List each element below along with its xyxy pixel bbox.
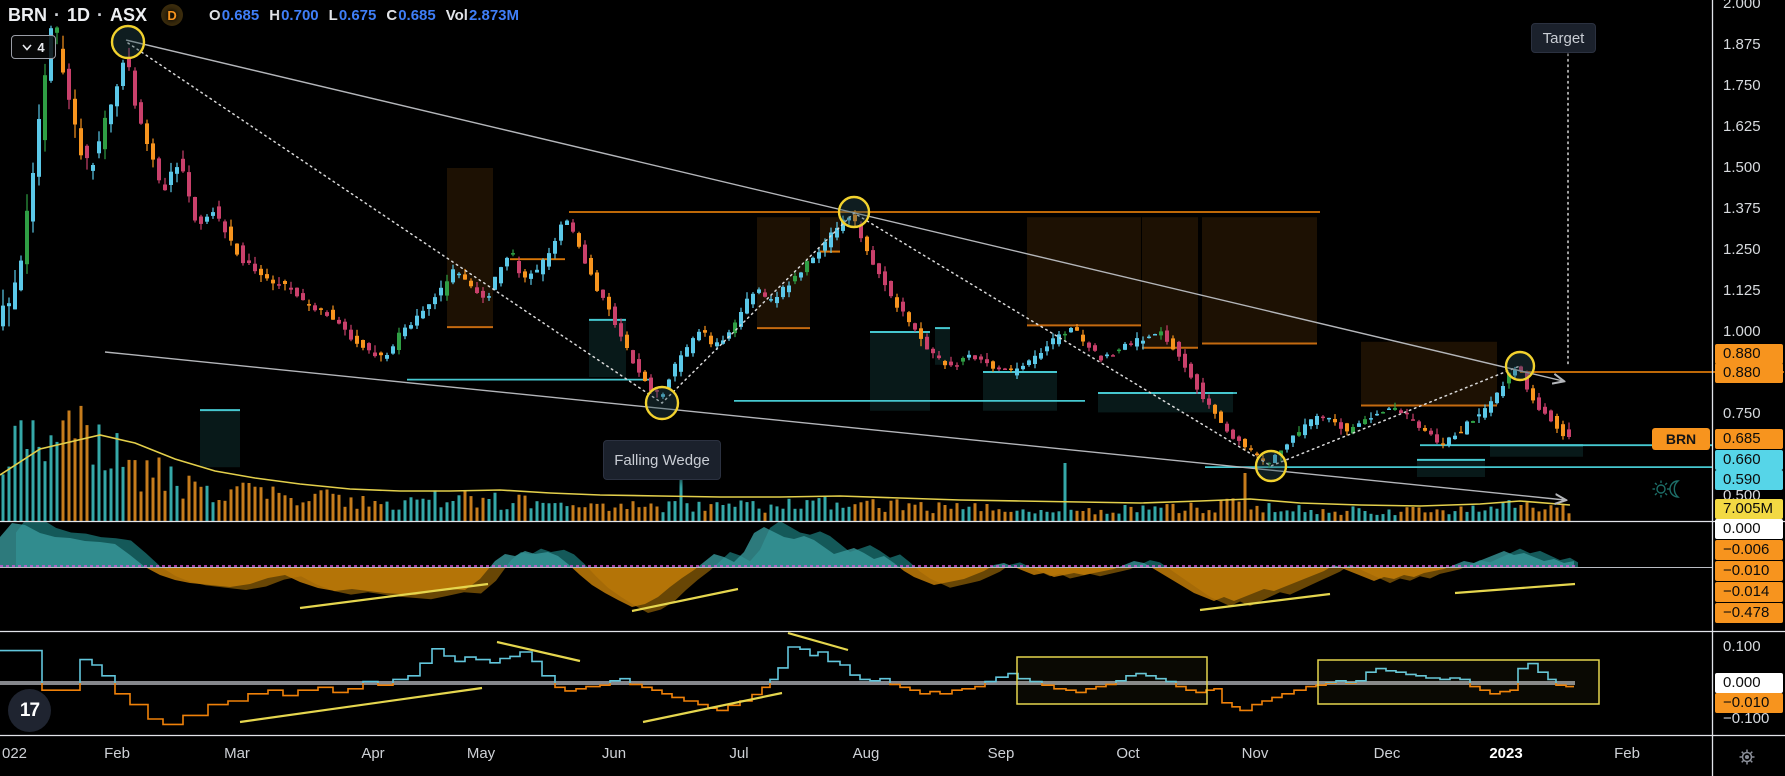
time-axis-label: Aug — [852, 745, 880, 762]
price-level-label: 0.880 — [1715, 363, 1783, 383]
price-tick-label: 1.375 — [1723, 200, 1761, 217]
time-axis-label: Nov — [1241, 745, 1269, 762]
time-axis-label: Feb — [1614, 745, 1640, 762]
time-axis-label: Dec — [1373, 745, 1401, 762]
exchange-label[interactable]: ASX — [110, 4, 148, 25]
price-tick-label: 0.750 — [1723, 405, 1761, 422]
chevron-down-icon — [22, 43, 32, 51]
target-label[interactable]: Target — [1531, 23, 1596, 53]
price-level-label: −0.006 — [1715, 540, 1783, 560]
demand-zones — [200, 318, 1583, 477]
time-axis-label: Jun — [601, 745, 627, 762]
price-level-label: 0.000 — [1715, 519, 1783, 539]
osc-tick-label: −0.100 — [1723, 710, 1770, 727]
volume-ma-line — [0, 434, 1571, 507]
low-label: L — [328, 6, 338, 24]
price-tick-label: 1.875 — [1723, 36, 1761, 53]
price-tick-label: 2.000 — [1723, 0, 1761, 12]
gear-icon[interactable] — [1739, 749, 1755, 765]
macd-yellow-trendline[interactable] — [1199, 592, 1331, 612]
high-label: H — [269, 6, 281, 24]
volume-value: 2.873M — [468, 6, 520, 24]
price-tick-label: 1.000 — [1723, 323, 1761, 340]
price-level-label: 7.005M — [1715, 499, 1783, 519]
falling-wedge-label[interactable]: Falling Wedge — [603, 440, 721, 480]
time-axis-label: May — [466, 745, 496, 762]
falling-wedge-text: Falling Wedge — [614, 451, 710, 469]
macd-areas — [0, 522, 1578, 613]
time-axis-label: 2023 — [1489, 745, 1523, 762]
macd-yellow-trendline[interactable] — [1454, 582, 1576, 595]
time-axis-label: Jul — [729, 745, 749, 762]
macd-yellow-trendline[interactable] — [631, 587, 739, 613]
price-level-label: −0.010 — [1715, 693, 1783, 713]
price-level-label: 0.880 — [1715, 344, 1783, 364]
price-tick-label: 1.625 — [1723, 118, 1761, 135]
close-value: 0.685 — [398, 6, 436, 24]
time-axis[interactable]: 022 Feb Mar Apr May Jun Jul Aug Sep Oct Nov Dec 2023… — [0, 736, 1713, 776]
osc-yellow-trendline[interactable] — [239, 686, 483, 724]
time-axis-label: Mar — [224, 745, 250, 762]
highlight-circle[interactable] — [1504, 350, 1536, 382]
timeframe-label[interactable]: 1D — [67, 4, 91, 25]
osc-yellow-trendline[interactable] — [642, 691, 783, 724]
price-level-label: −0.478 — [1715, 603, 1783, 623]
wedge-trendline[interactable] — [104, 351, 1565, 500]
open-value: 0.685 — [221, 6, 260, 24]
time-axis-label: 022 — [2, 745, 28, 762]
highlight-circle[interactable] — [644, 385, 680, 421]
time-axis-label: Apr — [361, 745, 385, 762]
symbol-name[interactable]: BRN — [8, 4, 47, 25]
price-level-label: 0.660 — [1715, 450, 1783, 470]
osc-tick-label: 0.100 — [1723, 638, 1761, 655]
highlight-circle[interactable] — [837, 195, 871, 229]
open-label: O — [209, 6, 221, 24]
wedge-trendline[interactable] — [125, 39, 1563, 381]
price-level-label: −0.014 — [1715, 582, 1783, 602]
object-count: 4 — [37, 39, 45, 55]
osc-range-box[interactable] — [1317, 659, 1600, 705]
tradingview-logo[interactable]: 17 — [8, 689, 51, 732]
close-label: C — [386, 6, 398, 24]
zigzag-dotted-line[interactable] — [127, 42, 1521, 467]
high-value: 0.700 — [281, 6, 319, 24]
macd-yellow-trendline[interactable] — [299, 582, 489, 610]
object-tree-button[interactable]: 4 — [11, 35, 56, 59]
volume-label: Vol — [445, 6, 468, 24]
oscillator-step-line — [0, 646, 1574, 726]
supply-zones — [447, 168, 1497, 407]
symbol-price-tag: BRN — [1652, 428, 1710, 450]
osc-range-box[interactable] — [1016, 656, 1208, 705]
highlight-circle[interactable] — [1254, 449, 1288, 483]
price-level-label: 0.000 — [1715, 673, 1783, 693]
time-axis-label: Oct — [1116, 745, 1140, 762]
target-text: Target — [1542, 29, 1585, 47]
price-tick-label: 1.125 — [1723, 282, 1761, 299]
ohlc-readout: O 0.685 H 0.700 L 0.675 C 0.685 Vol 2.873M — [199, 7, 519, 24]
logo-glyph: 17 — [19, 699, 40, 721]
daily-badge[interactable]: D — [161, 4, 184, 26]
price-level-label: 0.685 — [1715, 429, 1783, 449]
osc-yellow-trendline[interactable] — [787, 631, 849, 652]
volume-bars — [1, 405, 1571, 521]
low-value: 0.675 — [338, 6, 377, 24]
osc-yellow-trendline[interactable] — [496, 640, 581, 663]
separator-dot: · — [97, 4, 104, 25]
price-axis[interactable]: 2.000 1.875 1.750 1.625 1.500 1.375 1.250 1.125… — [1652, 0, 1785, 776]
separator-dot: · — [54, 4, 60, 25]
time-axis-label: Feb — [104, 745, 130, 762]
sun-moon-icon — [1652, 480, 1680, 498]
time-axis-label: Sep — [987, 745, 1015, 762]
price-tick-label: 1.750 — [1723, 77, 1761, 94]
price-level-label: 0.590 — [1715, 470, 1783, 490]
price-level-label: −0.010 — [1715, 561, 1783, 581]
price-tick-label: 1.250 — [1723, 241, 1761, 258]
highlight-circle[interactable] — [110, 24, 146, 60]
price-tick-label: 1.500 — [1723, 159, 1761, 176]
